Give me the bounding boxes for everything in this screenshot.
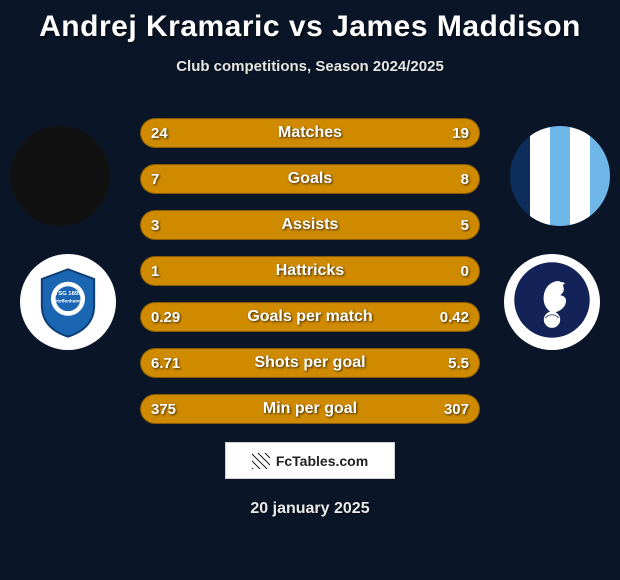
stat-label: Goals per match: [141, 308, 479, 326]
fctables-logo: FcTables.com: [225, 442, 395, 479]
stat-right-value: 0.42: [440, 303, 469, 331]
stat-bar: 375Min per goal307: [140, 394, 480, 424]
stat-left-value: 3: [151, 211, 159, 239]
stat-label: Min per goal: [141, 400, 479, 418]
stat-label: Shots per goal: [141, 354, 479, 372]
stat-bar: 0.29Goals per match0.42: [140, 302, 480, 332]
stat-right-value: 5: [461, 211, 469, 239]
stat-bar: 24Matches19: [140, 118, 480, 148]
page-subtitle: Club competitions, Season 2024/2025: [0, 58, 620, 75]
stat-left-value: 375: [151, 395, 176, 423]
stat-left-value: 7: [151, 165, 159, 193]
fctables-icon: [252, 453, 270, 469]
stat-label: Hattricks: [141, 262, 479, 280]
stat-left-value: 0.29: [151, 303, 180, 331]
stat-right-value: 5.5: [448, 349, 469, 377]
stat-right-value: 307: [444, 395, 469, 423]
stat-right-value: 19: [452, 119, 469, 147]
stats-bars: 24Matches19 7Goals8 3Assists5 1Hattricks0 0.…: [140, 118, 480, 424]
fctables-text: FcTables.com: [276, 453, 368, 469]
stat-right-value: 8: [461, 165, 469, 193]
stat-left-value: 24: [151, 119, 168, 147]
stat-left-value: 1: [151, 257, 159, 285]
stat-label: Matches: [141, 124, 479, 142]
stat-label: Goals: [141, 170, 479, 188]
page-date: 20 january 2025: [0, 500, 620, 518]
page-title: Andrej Kramaric vs James Maddison: [0, 0, 620, 44]
stat-bar: 1Hattricks0: [140, 256, 480, 286]
stat-bar: 6.71Shots per goal5.5: [140, 348, 480, 378]
stat-label: Assists: [141, 216, 479, 234]
stat-left-value: 6.71: [151, 349, 180, 377]
stat-bar: 7Goals8: [140, 164, 480, 194]
stat-bar: 3Assists5: [140, 210, 480, 240]
stat-right-value: 0: [461, 257, 469, 285]
